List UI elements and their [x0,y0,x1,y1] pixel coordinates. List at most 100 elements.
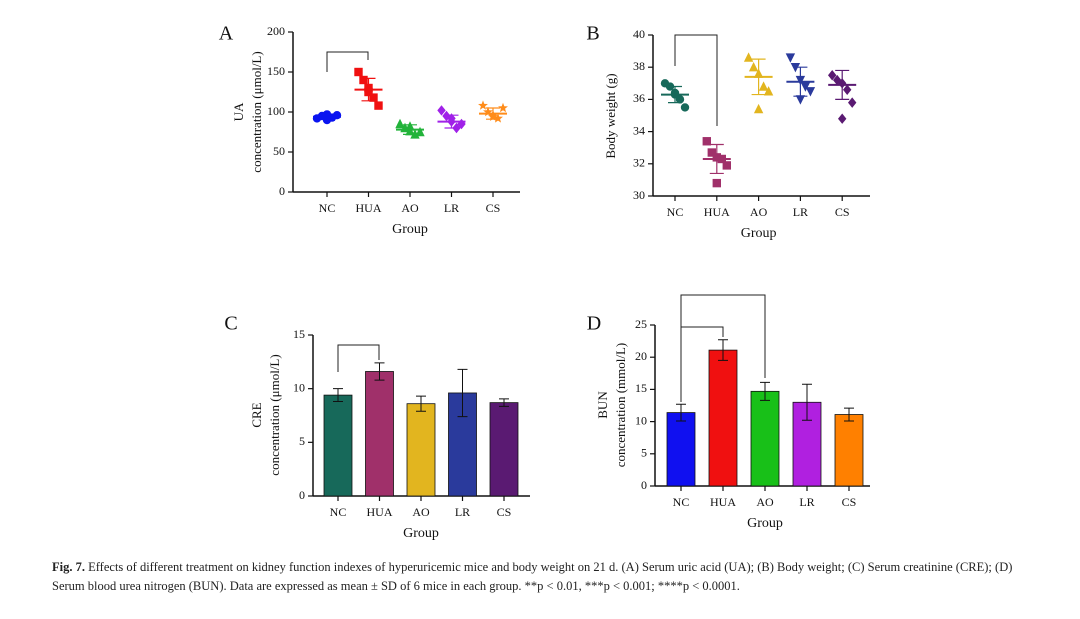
x-tick-label: CS [835,205,850,219]
y-tick-label: 36 [633,91,645,105]
x-tick-label: CS [486,201,501,215]
error-bar [416,395,426,412]
y-axis-label: concentration (mmol/L) [613,343,628,468]
y-tick-label: 200 [267,24,285,38]
data-point [838,113,847,124]
panel-label: A [219,23,234,45]
data-point [805,87,816,97]
y-tick-label: 50 [273,144,285,158]
data-point [785,53,796,63]
y-tick-label: 0 [299,488,305,502]
data-point [322,115,332,125]
error-bar [333,388,343,403]
data-point [680,103,690,112]
x-tick-label: CS [842,495,857,509]
data-point [493,113,503,123]
caption-label: Fig. 7. [52,560,85,574]
data-point [395,118,405,129]
panel-label: C [224,313,237,335]
data-point [828,70,837,81]
data-point [712,178,721,188]
bracket [326,51,369,72]
y-axis-label: concentration (μmol/L) [267,354,282,475]
x-tick-label: NC [319,201,336,215]
sd-bar [486,107,500,120]
sd-bar [668,85,682,104]
y-tick-label: 0 [641,478,647,492]
y-tick-label: 100 [267,104,285,118]
y-tick-label: 34 [633,123,645,137]
y-axis-label: BUN [595,391,610,419]
bar [666,412,696,487]
y-tick-label: 10 [293,380,305,394]
data-point [359,75,368,85]
error-bar [844,407,854,422]
data-point [722,161,731,170]
y-tick-label: 0 [279,184,285,198]
data-point [753,103,764,114]
data-point [415,126,425,137]
data-point [743,52,754,62]
x-axis-label: Group [392,222,428,237]
x-tick-label: AO [756,495,774,509]
bar [323,394,353,497]
x-axis-label: Group [403,526,439,541]
sd-bar [835,69,850,100]
bar [708,349,738,487]
bar [834,414,864,487]
bar [365,371,394,497]
error-bar [718,339,728,361]
x-tick-label: LR [444,201,459,215]
y-tick-label: 150 [267,64,285,78]
y-axis-label: CRE [249,402,264,427]
sd-bar [361,77,376,102]
data-point [354,67,363,77]
y-tick-label: 5 [641,446,647,460]
bracket [337,344,380,372]
y-tick-label: 32 [633,156,645,170]
data-point [795,95,806,105]
x-tick-label: HUA [356,201,382,215]
y-axis-label: concentration (μmol/L) [249,51,264,172]
bar [406,403,436,497]
x-tick-label: HUA [704,205,730,219]
y-tick-label: 40 [633,27,645,41]
x-tick-label: AO [750,205,768,219]
bracket [680,326,724,402]
y-tick-label: 5 [299,434,305,448]
data-point [843,84,852,95]
x-tick-label: CS [497,505,512,519]
sd-bar [751,58,766,96]
panel-label: D [587,313,601,335]
data-point [332,111,342,120]
y-tick-label: 25 [635,317,647,331]
x-tick-label: NC [330,505,347,519]
x-axis-label: Group [741,226,777,241]
data-point [498,102,508,113]
error-bar [374,362,385,381]
x-tick-label: NC [673,495,690,509]
data-point [483,106,493,117]
y-axis-label: Body weight (g) [603,73,618,158]
data-point [763,86,774,96]
error-bar [760,381,770,401]
error-bar [499,398,509,407]
x-axis-label: Group [747,516,783,531]
sd-bar [403,124,417,135]
data-point [848,97,857,108]
x-tick-label: AO [412,505,430,519]
x-tick-label: LR [793,205,808,219]
data-point [833,74,842,86]
error-bar [802,383,812,421]
data-point [758,81,769,91]
sd-bar [793,66,808,97]
sd-bar [320,113,334,120]
x-tick-label: AO [401,201,419,215]
data-point [748,62,759,72]
y-tick-label: 20 [635,349,647,363]
data-point [369,93,378,102]
y-tick-label: 15 [635,381,647,395]
data-point [800,82,811,92]
data-point [707,148,716,157]
